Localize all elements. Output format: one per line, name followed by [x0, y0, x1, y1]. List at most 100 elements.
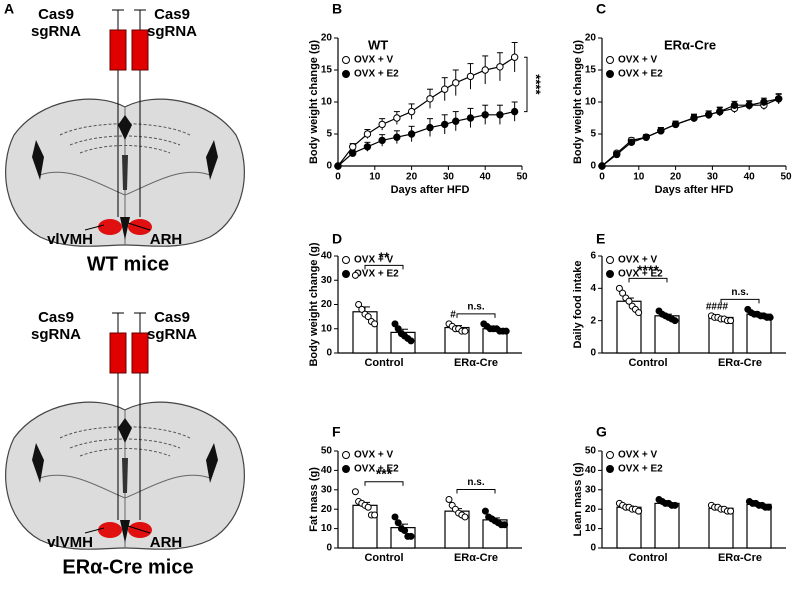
data-point — [466, 72, 475, 81]
data-point — [401, 527, 409, 535]
pointer — [127, 222, 151, 231]
y-tick-label: 20 — [321, 299, 333, 310]
pointer — [84, 527, 105, 534]
data-point — [364, 503, 372, 511]
legend-label: OVX + E2 — [618, 69, 663, 80]
data-point — [716, 107, 724, 116]
probe-label: sgRNA — [147, 23, 197, 40]
y-tick-label: 40 — [321, 465, 333, 476]
data-point — [765, 503, 773, 511]
caption: WT mice — [87, 253, 169, 275]
y-tick-label: 6 — [590, 251, 596, 262]
significance-bracket — [524, 56, 528, 113]
data-point — [635, 309, 643, 317]
y-axis-label: Daily food intake — [572, 260, 584, 348]
data-point — [502, 327, 510, 335]
y-tick-label: 0 — [590, 161, 596, 172]
legend-label: OVX + V — [354, 55, 394, 66]
chart-title: ERα-Cre — [664, 37, 716, 52]
x-tick-label: Control — [628, 552, 667, 564]
data-point — [441, 85, 449, 93]
pointer — [127, 525, 151, 534]
y-tick-label: 30 — [585, 484, 597, 495]
legend-marker — [606, 451, 614, 459]
significance-bracket — [456, 489, 496, 494]
significance-bracket — [364, 264, 404, 270]
legend-label: OVX + V — [618, 55, 658, 66]
data-point — [510, 53, 519, 61]
data-point — [466, 114, 475, 122]
legend-marker — [342, 270, 350, 278]
data-point — [627, 138, 636, 147]
significance-label: *** — [376, 465, 393, 481]
data-point — [705, 111, 713, 119]
legend-marker — [342, 465, 350, 473]
data-point — [407, 337, 415, 345]
probe-label: sgRNA — [147, 326, 197, 343]
data-point — [351, 488, 359, 496]
y-tick-label: 20 — [321, 504, 333, 515]
data-point — [481, 66, 489, 74]
probe-label: Cas9 — [38, 309, 74, 326]
legend-marker — [342, 70, 350, 78]
data-point — [671, 120, 680, 129]
x-tick-label: 40 — [744, 172, 756, 183]
panel-letter: A — [4, 1, 14, 17]
data-point — [363, 143, 372, 151]
data-point — [496, 63, 504, 71]
y-axis-label: Body weight change (g) — [572, 40, 584, 164]
brain-section — [5, 98, 245, 247]
data-point — [657, 127, 665, 135]
data-point — [445, 496, 453, 503]
x-tick-label: 10 — [369, 172, 381, 183]
probe-label: sgRNA — [31, 326, 81, 343]
y-tick-label: 0 — [326, 543, 332, 554]
legend-marker — [342, 451, 350, 459]
x-tick-label: 20 — [406, 172, 418, 183]
y-tick-label: 2 — [590, 315, 596, 326]
data-point — [391, 513, 399, 521]
y-tick-label: 20 — [585, 504, 597, 515]
x-tick-label: 30 — [443, 172, 455, 183]
significance-label: n.s. — [467, 477, 484, 488]
caption: ERα-Cre mice — [62, 556, 193, 578]
y-tick-label: 0 — [326, 161, 332, 172]
y-tick-label: 15 — [321, 65, 333, 76]
probe-label: Cas9 — [154, 6, 190, 23]
flag-label: #### — [706, 301, 729, 312]
legend-label: OVX + V — [354, 255, 394, 266]
significance-label: ** — [379, 249, 390, 265]
y-tick-label: 20 — [321, 33, 333, 44]
legend-label: OVX + E2 — [354, 464, 399, 475]
data-point — [363, 130, 372, 138]
chart-title: WT — [368, 37, 388, 52]
x-tick-label: Control — [364, 357, 403, 369]
y-axis-label: Lean mass (g) — [572, 462, 584, 536]
data-point — [760, 98, 768, 106]
x-tick-label: 50 — [780, 172, 792, 183]
significance-bracket — [720, 298, 760, 304]
data-point — [730, 101, 739, 109]
data-point — [378, 136, 386, 145]
data-point — [671, 501, 679, 509]
y-tick-label: 0 — [590, 543, 596, 554]
y-tick-label: 20 — [585, 33, 597, 44]
data-point — [727, 507, 735, 515]
legend-label: OVX + E2 — [354, 269, 399, 280]
data-point — [393, 114, 401, 122]
x-tick-label: ERα-Cre — [718, 552, 762, 564]
legend-marker — [606, 70, 614, 78]
region-label: ARH — [150, 534, 183, 551]
significance-bracket — [364, 481, 404, 486]
y-axis-label: Fat mass (g) — [308, 467, 320, 532]
data-point — [407, 130, 416, 138]
data-point — [613, 150, 621, 159]
data-point — [452, 79, 460, 87]
x-tick-label: ERα-Cre — [454, 552, 498, 564]
legend-label: OVX + E2 — [618, 464, 663, 475]
legend-label: OVX + V — [618, 255, 658, 266]
data-point — [615, 284, 623, 292]
bar — [746, 503, 772, 549]
panel-letter: G — [596, 424, 607, 440]
